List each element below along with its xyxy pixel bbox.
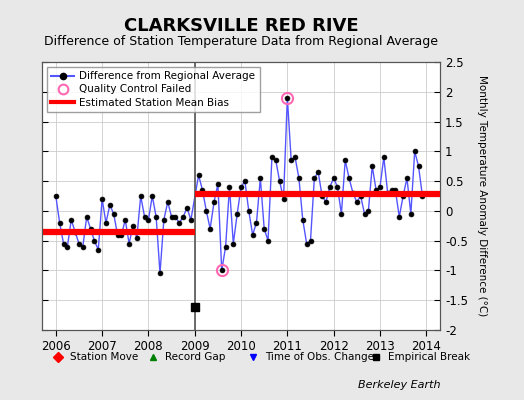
Text: Station Move: Station Move: [70, 352, 138, 362]
Text: Berkeley Earth: Berkeley Earth: [358, 380, 440, 390]
Y-axis label: Monthly Temperature Anomaly Difference (°C): Monthly Temperature Anomaly Difference (…: [477, 75, 487, 317]
Text: Difference of Station Temperature Data from Regional Average: Difference of Station Temperature Data f…: [44, 36, 438, 48]
Text: CLARKSVILLE RED RIVE: CLARKSVILLE RED RIVE: [124, 17, 358, 35]
Text: Record Gap: Record Gap: [166, 352, 226, 362]
Text: Empirical Break: Empirical Break: [388, 352, 471, 362]
Legend: Difference from Regional Average, Quality Control Failed, Estimated Station Mean: Difference from Regional Average, Qualit…: [47, 67, 259, 112]
Text: Time of Obs. Change: Time of Obs. Change: [265, 352, 374, 362]
